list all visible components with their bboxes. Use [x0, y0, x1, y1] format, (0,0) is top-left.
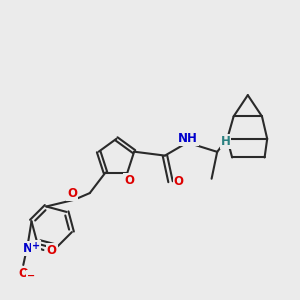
Text: O: O — [174, 175, 184, 188]
Text: H: H — [220, 135, 230, 148]
Text: O: O — [67, 187, 77, 200]
Text: −: − — [27, 270, 35, 280]
Text: N: N — [23, 242, 33, 255]
Text: O: O — [124, 173, 134, 187]
Text: O: O — [47, 244, 57, 256]
Text: +: + — [32, 241, 40, 251]
Text: O: O — [18, 267, 28, 280]
Text: NH: NH — [178, 132, 198, 145]
